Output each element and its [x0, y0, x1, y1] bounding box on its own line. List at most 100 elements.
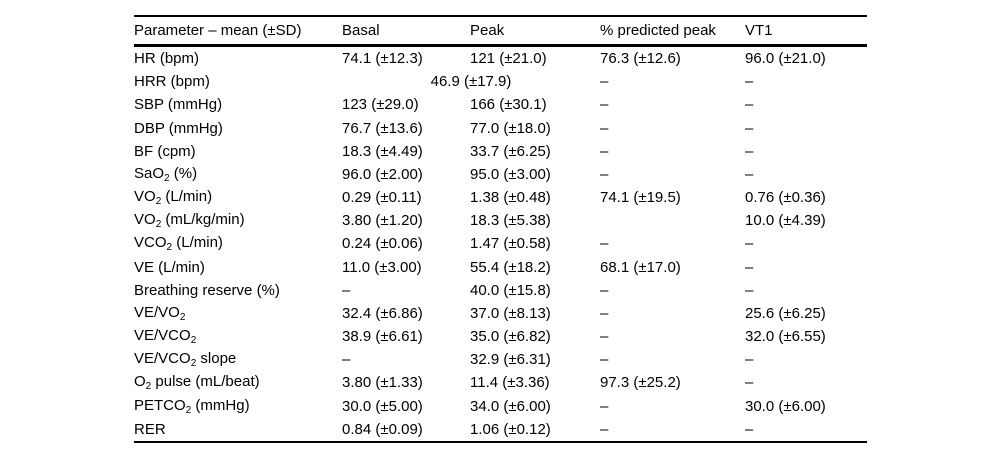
parameter-cell: VE/VCO2 slope — [134, 348, 342, 371]
parameter-subscript: 2 — [190, 358, 197, 370]
vt1-value-cell: – — [745, 73, 754, 91]
parameter-subscript: 2 — [185, 404, 192, 416]
vt1-value-cell: 25.6 (±6.25) — [745, 304, 826, 322]
basal-value-cell: 74.1 (±12.3) — [342, 50, 423, 68]
percent-predicted-peak-value-cell: – — [600, 165, 609, 183]
parameter-label: BF (cpm) — [134, 142, 196, 160]
vt1-value-cell: 30.0 (±6.00) — [745, 397, 826, 415]
vt1-value-cell: 96.0 (±21.0) — [745, 50, 826, 68]
parameter-label: DBP (mmHg) — [134, 119, 223, 137]
cpet-results-table-wrap: Parameter – mean (±SD) Basal Peak % pred… — [134, 15, 867, 443]
peak-value-cell: 34.0 (±6.00) — [470, 397, 551, 415]
column-header-percent-predicted-peak: % predicted peak — [600, 16, 745, 47]
parameter-label-suffix: slope — [196, 350, 237, 368]
table-row: HR (bpm) 74.1 (±12.3) 121 (±21.0) 76.3 (±12… — [134, 46, 867, 71]
percent-predicted-peak-value-cell: 68.1 (±17.0) — [600, 258, 681, 276]
basal-value-cell: 96.0 (±2.00) — [342, 165, 423, 183]
parameter-cell: VCO2 (L/min) — [134, 232, 342, 255]
peak-value-cell: 18.3 (±5.38) — [470, 212, 551, 230]
basal-value-cell: 11.0 (±3.00) — [342, 258, 422, 276]
parameter-label: VO — [134, 211, 156, 229]
percent-predicted-peak-value-cell: 76.3 (±12.6) — [600, 50, 681, 68]
vt1-value-cell: – — [745, 351, 754, 369]
vt1-value-cell: 0.76 (±0.36) — [745, 189, 826, 207]
parameter-cell: VE (L/min) — [134, 256, 342, 279]
table-row: DBP (mmHg) 76.7 (±13.6) 77.0 (±18.0) – – — [134, 117, 867, 140]
peak-value-cell: 40.0 (±15.8) — [470, 281, 551, 299]
column-header-basal: Basal — [342, 16, 470, 47]
basal-peak-combined-cell: 46.9 (±17.9) — [430, 73, 512, 91]
table-row: VE/VCO2 38.9 (±6.61) 35.0 (±6.82) –32.0 (±6… — [134, 325, 867, 348]
table-row: PETCO2 (mmHg) 30.0 (±5.00) 34.0 (±6.00) –30… — [134, 395, 867, 418]
basal-value-cell: 18.3 (±4.49) — [342, 142, 423, 160]
basal-value-cell: 38.9 (±6.61) — [342, 328, 423, 346]
peak-value-cell: 37.0 (±8.13) — [470, 304, 551, 322]
basal-value-cell: 3.80 (±1.20) — [342, 212, 423, 230]
percent-predicted-peak-value-cell: – — [600, 351, 609, 369]
peak-value-cell: 33.7 (±6.25) — [470, 142, 551, 160]
parameter-label-suffix: pulse (mL/beat) — [151, 373, 260, 391]
percent-predicted-peak-value-cell: – — [600, 96, 609, 114]
column-header-vt1: VT1 — [745, 16, 867, 47]
table-row: O2 pulse (mL/beat) 3.80 (±1.33) 11.4 (±3.3… — [134, 371, 867, 394]
parameter-label: SaO — [134, 164, 165, 182]
parameter-cell: O2 pulse (mL/beat) — [134, 371, 342, 394]
percent-predicted-peak-value-cell: – — [600, 304, 609, 322]
parameter-cell: Breathing reserve (%) — [134, 279, 342, 302]
vt1-value-cell: – — [745, 165, 754, 183]
cpet-results-table: Parameter – mean (±SD) Basal Peak % pred… — [134, 15, 867, 443]
percent-predicted-peak-value-cell — [600, 209, 745, 232]
parameter-cell: RER — [134, 418, 342, 442]
basal-value-cell: 0.84 (±0.09) — [342, 420, 423, 438]
vt1-value-cell: – — [745, 119, 754, 137]
parameter-cell: HR (bpm) — [134, 46, 342, 71]
percent-predicted-peak-value-cell: – — [600, 142, 609, 160]
vt1-value-cell: – — [745, 281, 754, 299]
parameter-label: VE (L/min) — [134, 258, 205, 276]
parameter-cell: VE/VO2 — [134, 302, 342, 325]
percent-predicted-peak-value-cell: 97.3 (±25.2) — [600, 374, 681, 392]
basal-value-cell: – — [342, 281, 351, 299]
percent-predicted-peak-value-cell: – — [600, 235, 609, 253]
parameter-label-suffix: (%) — [169, 164, 198, 182]
table-row: VCO2 (L/min) 0.24 (±0.06) 1.47 (±0.58) – – — [134, 232, 867, 255]
header-row: Parameter – mean (±SD) Basal Peak % pred… — [134, 16, 867, 47]
parameter-subscript: 2 — [155, 219, 162, 231]
percent-predicted-peak-value-cell: 74.1 (±19.5) — [600, 189, 681, 207]
peak-value-cell: 11.4 (±3.36) — [470, 374, 550, 392]
percent-predicted-peak-value-cell: – — [600, 397, 609, 415]
parameter-cell: VO2 (L/min) — [134, 186, 342, 209]
vt1-value-cell: – — [745, 258, 754, 276]
table-row: BF (cpm) 18.3 (±4.49) 33.7 (±6.25) – – — [134, 140, 867, 163]
table-row: VO2 (L/min) 0.29 (±0.11) 1.38 (±0.48) 74.1 … — [134, 186, 867, 209]
basal-value-cell: 30.0 (±5.00) — [342, 397, 423, 415]
parameter-subscript: 2 — [190, 335, 197, 347]
basal-value-cell: 76.7 (±13.6) — [342, 119, 423, 137]
parameter-label-suffix: (mL/kg/min) — [161, 211, 245, 229]
table-row: VO2 (mL/kg/min) 3.80 (±1.20) 18.3 (±5.38) 1… — [134, 209, 867, 232]
parameter-cell: SBP (mmHg) — [134, 93, 342, 116]
basal-value-cell: 0.24 (±0.06) — [342, 235, 423, 253]
parameter-subscript: 2 — [166, 242, 173, 254]
peak-value-cell: 95.0 (±3.00) — [470, 165, 551, 183]
basal-value-cell: 32.4 (±6.86) — [342, 304, 423, 322]
percent-predicted-peak-value-cell: – — [600, 328, 609, 346]
parameter-label: VE/VO — [134, 303, 180, 321]
peak-value-cell: 1.38 (±0.48) — [470, 189, 551, 207]
parameter-label-suffix: (mmHg) — [191, 396, 250, 414]
parameter-label: VE/VCO — [134, 327, 191, 345]
peak-value-cell: 166 (±30.1) — [470, 96, 547, 114]
table-row: HRR (bpm) 46.9 (±17.9) – – — [134, 70, 867, 93]
parameter-label-suffix: (L/min) — [161, 188, 213, 206]
basal-value-cell: 123 (±29.0) — [342, 96, 419, 114]
table-row: Breathing reserve (%) – 40.0 (±15.8) – – — [134, 279, 867, 302]
parameter-label-suffix: (L/min) — [172, 234, 223, 252]
column-header-peak: Peak — [470, 16, 600, 47]
peak-value-cell: 35.0 (±6.82) — [470, 328, 551, 346]
table-header: Parameter – mean (±SD) Basal Peak % pred… — [134, 16, 867, 47]
peak-value-cell: 55.4 (±18.2) — [470, 258, 551, 276]
parameter-label: Breathing reserve (%) — [134, 281, 280, 299]
percent-predicted-peak-value-cell: – — [600, 73, 609, 91]
parameter-label: VCO — [134, 234, 167, 252]
